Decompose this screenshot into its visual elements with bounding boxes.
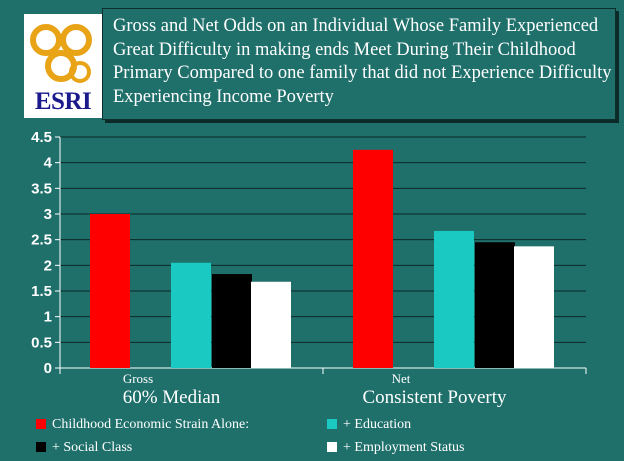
logo-text: ESRI <box>34 88 92 115</box>
y-tick-label: 1 <box>44 309 52 326</box>
legend-swatch <box>327 442 337 452</box>
bars <box>90 149 554 368</box>
legend-item: + Employment Status <box>327 439 464 457</box>
bar <box>475 242 515 368</box>
y-tick-label: 0 <box>44 360 52 377</box>
title-box: Gross and Net Odds on an Individual Whos… <box>102 8 616 120</box>
legend-label: + Social Class <box>52 440 133 455</box>
y-tick-label: 4 <box>44 155 53 172</box>
legend-swatch <box>36 442 46 452</box>
y-tick-label: 0.5 <box>31 334 52 351</box>
bar <box>514 246 554 368</box>
x-category-label: Gross <box>123 371 153 386</box>
x-group-label: 60% Median <box>123 387 221 408</box>
bar <box>171 262 211 368</box>
legend-label: Childhood Economic Strain Alone: <box>52 417 250 432</box>
y-tick-label: 3 <box>44 206 52 223</box>
y-tick-label: 1.5 <box>31 283 52 300</box>
legend-label: + Education <box>343 417 412 432</box>
y-tick-label: 2.5 <box>31 232 52 249</box>
y-tick-label: 2 <box>44 257 52 274</box>
legend-swatch <box>36 419 46 429</box>
y-tick-label: 4.5 <box>31 129 52 146</box>
legend-swatch <box>327 419 337 429</box>
x-category-label: Net <box>392 371 411 386</box>
bar <box>434 230 474 368</box>
bar <box>212 274 252 368</box>
slide-title: Gross and Net Odds on an Individual Whos… <box>113 16 612 107</box>
esri-rings-icon <box>30 24 92 83</box>
bar <box>353 149 393 368</box>
bar <box>251 281 291 368</box>
bar <box>90 214 130 368</box>
legend-item: + Education <box>327 416 411 434</box>
legend-label: + Employment Status <box>343 440 465 455</box>
esri-logo: ESRI <box>24 14 102 118</box>
x-group-label: Consistent Poverty <box>362 387 507 408</box>
legend-item: Childhood Economic Strain Alone: <box>36 416 249 434</box>
y-tick-label: 3.5 <box>31 180 52 197</box>
legend-item: + Social Class <box>36 439 132 457</box>
